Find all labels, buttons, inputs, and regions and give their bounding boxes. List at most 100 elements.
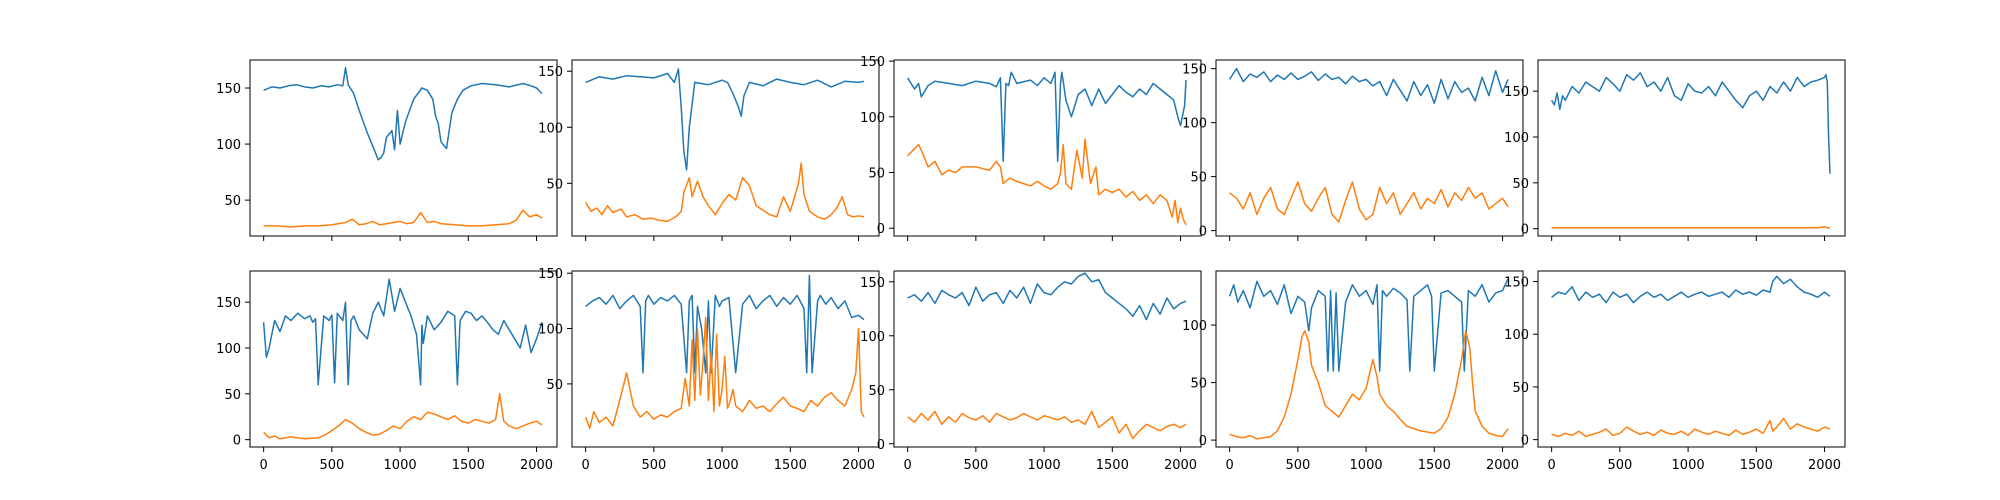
y-tick-label: 150 xyxy=(538,267,563,282)
axes-frame xyxy=(249,59,558,237)
x-tick-label: 2000 xyxy=(842,458,875,473)
x-tick-label: 0 xyxy=(582,458,590,473)
series-line-1 xyxy=(906,71,1187,163)
y-tick-label: 100 xyxy=(1182,117,1207,132)
x-tick-label: 2000 xyxy=(1486,458,1519,473)
y-tick-label: 0 xyxy=(877,438,885,453)
x-tick-label: 1500 xyxy=(1418,458,1451,473)
x-tick-label: 0 xyxy=(260,458,268,473)
subplot-5: 0 50 100 150 xyxy=(1504,59,1846,241)
series-line-2 xyxy=(1551,226,1830,229)
series-line-1 xyxy=(585,68,865,171)
y-tick-label: 0 xyxy=(1199,225,1207,240)
series-line-2 xyxy=(907,138,1187,226)
axes-frame xyxy=(893,59,1202,237)
subplot-2: 50 100 150 xyxy=(538,59,880,241)
subplot-1: 50 100 150 xyxy=(216,59,558,241)
series-line-1 xyxy=(907,272,1187,321)
x-tick-label: 1000 xyxy=(1672,458,1705,473)
x-tick-label: 1000 xyxy=(706,458,739,473)
series-line-2 xyxy=(263,209,543,228)
y-tick-label: 150 xyxy=(216,82,241,97)
y-tick-label: 100 xyxy=(1504,328,1529,343)
y-tick-label: 0 xyxy=(1521,223,1529,238)
x-tick-label: 1500 xyxy=(1096,458,1129,473)
y-tick-label: 50 xyxy=(546,378,563,393)
y-tick-label: 100 xyxy=(860,111,885,126)
axes-frame xyxy=(893,270,1202,448)
x-tick-label: 1500 xyxy=(1740,458,1773,473)
series-line-1 xyxy=(585,274,865,374)
x-tick-label: 2000 xyxy=(520,458,553,473)
x-tick-label: 2000 xyxy=(1164,458,1197,473)
x-tick-label: 500 xyxy=(963,458,988,473)
series-line-2 xyxy=(1551,417,1831,438)
y-tick-label: 50 xyxy=(546,177,563,192)
y-tick-label: 0 xyxy=(1521,434,1529,449)
y-tick-label: 50 xyxy=(868,167,885,182)
axes-frame xyxy=(1215,270,1524,448)
series-line-1 xyxy=(1228,67,1509,104)
x-tick-label: 0 xyxy=(904,458,912,473)
y-tick-label: 50 xyxy=(1190,171,1207,186)
y-tick-label: 100 xyxy=(538,121,563,136)
y-tick-label: 150 xyxy=(1504,85,1529,100)
series-line-2 xyxy=(1229,181,1509,223)
y-tick-label: 100 xyxy=(1504,131,1529,146)
y-tick-label: 150 xyxy=(860,55,885,70)
series-line-1 xyxy=(263,67,543,161)
y-tick-label: 50 xyxy=(1512,381,1529,396)
y-tick-label: 0 xyxy=(1199,434,1207,449)
x-tick-label: 1500 xyxy=(452,458,485,473)
x-tick-label: 0 xyxy=(1226,458,1234,473)
axes-frame xyxy=(571,59,880,237)
y-tick-label: 50 xyxy=(1512,177,1529,192)
series-line-1 xyxy=(1550,72,1831,174)
y-tick-label: 150 xyxy=(1182,63,1207,78)
series-line-2 xyxy=(907,410,1187,440)
series-line-1 xyxy=(1551,275,1831,304)
y-tick-label: 0 xyxy=(233,434,241,449)
y-tick-label: 150 xyxy=(1504,276,1529,291)
x-tick-label: 1000 xyxy=(384,458,417,473)
x-tick-label: 1500 xyxy=(774,458,807,473)
series-line-1 xyxy=(262,278,543,386)
series-line-2 xyxy=(584,162,865,223)
axes-frame xyxy=(1215,59,1524,237)
subplot-3: 0 50 100 150 xyxy=(860,55,1202,241)
x-tick-label: 1000 xyxy=(1028,458,1061,473)
axes-frame xyxy=(249,270,558,448)
axes-frame xyxy=(1537,270,1846,448)
y-tick-label: 50 xyxy=(1190,377,1207,392)
x-tick-label: 0 xyxy=(1548,458,1556,473)
subplot-4: 0 50 100 150 xyxy=(1182,59,1524,241)
y-tick-label: 50 xyxy=(224,194,241,209)
series-line-2 xyxy=(1229,330,1509,440)
x-tick-label: 500 xyxy=(1607,458,1632,473)
x-tick-label: 500 xyxy=(319,458,344,473)
y-tick-label: 150 xyxy=(216,296,241,311)
x-tick-label: 2000 xyxy=(1808,458,1841,473)
series-line-1 xyxy=(1228,278,1509,372)
y-tick-label: 150 xyxy=(860,276,885,291)
x-tick-label: 1000 xyxy=(1350,458,1383,473)
y-tick-label: 100 xyxy=(216,138,241,153)
y-tick-label: 100 xyxy=(538,323,563,338)
y-tick-label: 50 xyxy=(224,388,241,403)
series-line-2 xyxy=(263,393,543,440)
y-tick-label: 100 xyxy=(216,342,241,357)
y-tick-label: 0 xyxy=(877,222,885,237)
x-tick-label: 500 xyxy=(1285,458,1310,473)
y-tick-label: 100 xyxy=(860,330,885,345)
axes-frame xyxy=(571,270,880,448)
y-tick-label: 150 xyxy=(538,65,563,80)
series-line-2 xyxy=(584,316,865,429)
y-tick-label: 50 xyxy=(868,384,885,399)
x-tick-label: 500 xyxy=(641,458,666,473)
